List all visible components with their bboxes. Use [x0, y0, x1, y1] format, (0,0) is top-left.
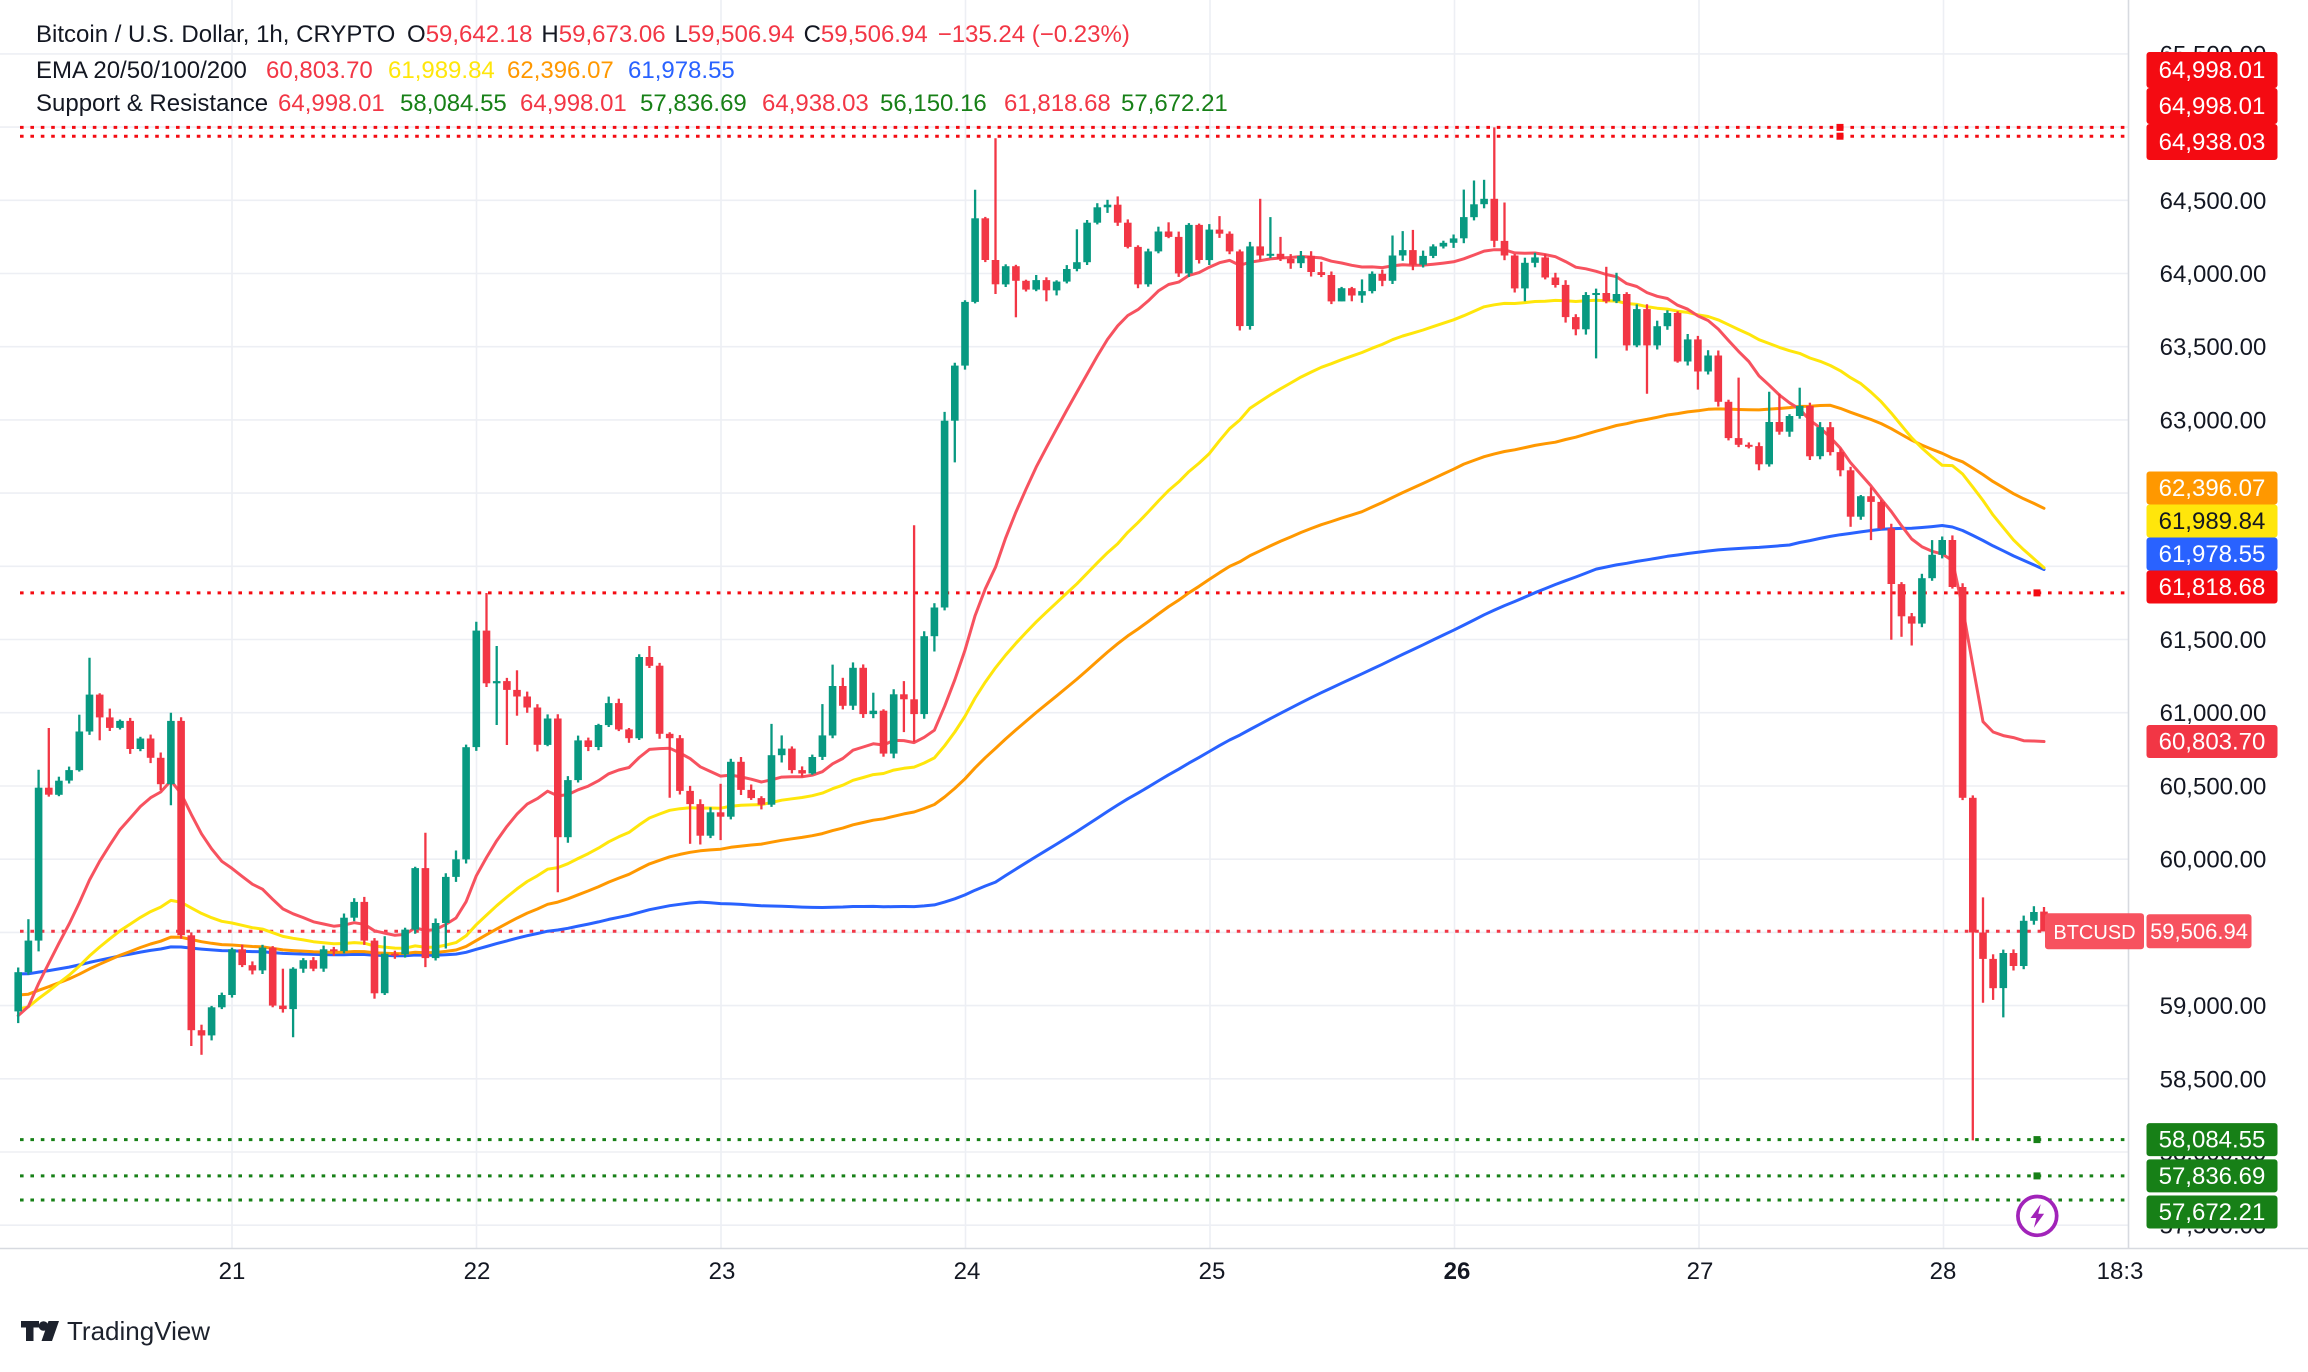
svg-text:23: 23 [709, 1258, 736, 1285]
svg-text:59,673.06: 59,673.06 [559, 21, 666, 48]
svg-text:−135.24 (−0.23%): −135.24 (−0.23%) [938, 21, 1130, 48]
svg-text:C: C [804, 21, 821, 48]
svg-text:61,978.55: 61,978.55 [2159, 541, 2266, 568]
svg-text:L: L [675, 21, 688, 48]
svg-text:61,500.00: 61,500.00 [2160, 627, 2267, 654]
svg-text:58,084.55: 58,084.55 [400, 90, 507, 117]
svg-text:60,500.00: 60,500.00 [2160, 774, 2267, 801]
svg-text:59,000.00: 59,000.00 [2160, 993, 2267, 1020]
svg-text:60,803.70: 60,803.70 [2159, 729, 2266, 756]
svg-text:63,500.00: 63,500.00 [2160, 334, 2267, 361]
svg-text:64,998.01: 64,998.01 [2159, 93, 2266, 120]
svg-text:59,506.94: 59,506.94 [2150, 919, 2248, 944]
svg-text:28: 28 [1930, 1258, 1957, 1285]
svg-text:61,818.68: 61,818.68 [2159, 574, 2266, 601]
svg-text:26: 26 [1444, 1258, 1471, 1285]
svg-text:62,396.07: 62,396.07 [2159, 475, 2266, 502]
svg-text:BTCUSD: BTCUSD [2053, 922, 2135, 944]
svg-text:EMA 20/50/100/200: EMA 20/50/100/200 [36, 57, 247, 84]
svg-text:61,989.84: 61,989.84 [388, 57, 495, 84]
svg-text:TradingView: TradingView [67, 1316, 210, 1346]
svg-text:59,642.18: 59,642.18 [426, 21, 533, 48]
svg-text:64,938.03: 64,938.03 [2159, 129, 2266, 156]
svg-text:57,836.69: 57,836.69 [640, 90, 747, 117]
svg-text:64,000.00: 64,000.00 [2160, 261, 2267, 288]
svg-text:64,998.01: 64,998.01 [520, 90, 627, 117]
svg-text:Bitcoin / U.S. Dollar, 1h, CRY: Bitcoin / U.S. Dollar, 1h, CRYPTO [36, 21, 395, 48]
svg-text:25: 25 [1199, 1258, 1226, 1285]
svg-text:61,989.84: 61,989.84 [2159, 508, 2266, 535]
svg-text:18:3: 18:3 [2097, 1258, 2144, 1285]
svg-text:Support & Resistance: Support & Resistance [36, 90, 268, 117]
svg-text:60,000.00: 60,000.00 [2160, 847, 2267, 874]
svg-text:64,998.01: 64,998.01 [2159, 57, 2266, 84]
svg-text:27: 27 [1687, 1258, 1714, 1285]
svg-text:57,672.21: 57,672.21 [2159, 1199, 2266, 1226]
svg-text:H: H [541, 21, 558, 48]
svg-text:57,836.69: 57,836.69 [2159, 1163, 2266, 1190]
svg-text:59,506.94: 59,506.94 [821, 21, 928, 48]
svg-text:58,084.55: 58,084.55 [2159, 1127, 2266, 1154]
svg-text:O: O [407, 21, 426, 48]
svg-text:61,000.00: 61,000.00 [2160, 700, 2267, 727]
svg-text:64,938.03: 64,938.03 [762, 90, 869, 117]
svg-text:63,000.00: 63,000.00 [2160, 407, 2267, 434]
svg-text:61,978.55: 61,978.55 [628, 57, 735, 84]
svg-text:62,396.07: 62,396.07 [507, 57, 614, 84]
svg-text:22: 22 [464, 1258, 491, 1285]
svg-text:59,506.94: 59,506.94 [688, 21, 795, 48]
svg-text:58,500.00: 58,500.00 [2160, 1066, 2267, 1093]
svg-text:56,150.16: 56,150.16 [880, 90, 987, 117]
svg-text:61,818.68: 61,818.68 [1004, 90, 1111, 117]
svg-text:21: 21 [219, 1258, 246, 1285]
svg-text:24: 24 [954, 1258, 981, 1285]
svg-text:57,672.21: 57,672.21 [1121, 90, 1228, 117]
svg-text:64,998.01: 64,998.01 [278, 90, 385, 117]
svg-text:64,500.00: 64,500.00 [2160, 188, 2267, 215]
svg-text:60,803.70: 60,803.70 [266, 57, 373, 84]
